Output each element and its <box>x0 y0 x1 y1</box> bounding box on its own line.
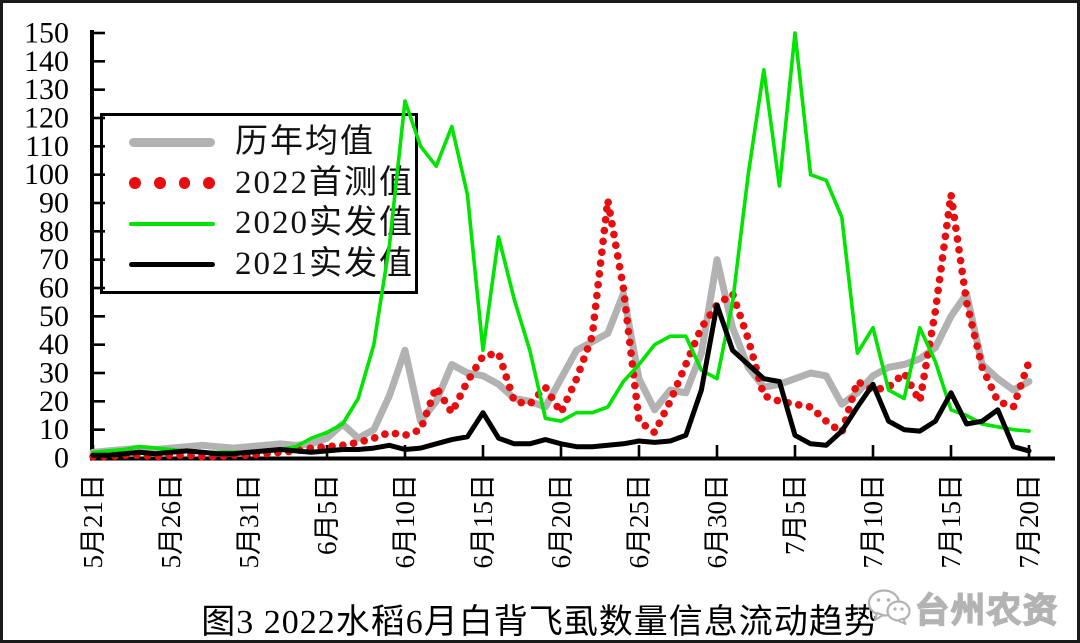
x-tick-label: 6月15日 <box>468 474 498 569</box>
legend-marker-thin-line <box>129 221 215 226</box>
x-tick-label: 5月26日 <box>156 474 186 569</box>
legend-label: 2022首测值 <box>235 164 414 201</box>
y-tick-label: 130 <box>24 73 69 106</box>
y-tick-label: 100 <box>24 158 69 191</box>
y-tick-label: 20 <box>39 385 69 418</box>
series-line-4-solid <box>90 302 1032 458</box>
x-tick-label: 5月31日 <box>234 474 264 569</box>
x-tick-label: 5月21日 <box>78 474 108 569</box>
x-tick-label: 6月30日 <box>702 474 732 569</box>
legend-marker-thick-line <box>129 137 215 147</box>
y-tick-label: 140 <box>24 45 69 78</box>
x-tick-label: 7月5日 <box>780 474 810 555</box>
x-tick-label: 6月25日 <box>624 474 654 569</box>
y-tick-label: 10 <box>39 413 69 446</box>
x-tick-label: 6月10日 <box>390 474 420 569</box>
y-tick-label: 120 <box>24 102 69 135</box>
y-tick-label: 30 <box>39 357 69 390</box>
legend-marker-medium-line <box>129 261 215 268</box>
legend-label: 2021实发值 <box>235 246 414 283</box>
x-tick-label: 7月10日 <box>858 474 888 569</box>
y-tick-label: 110 <box>25 130 69 163</box>
y-tick-label: 40 <box>39 328 69 361</box>
legend-marker-dots <box>129 177 215 190</box>
y-tick-label: 90 <box>39 187 69 220</box>
legend-item-2: 2022首测值 <box>129 163 415 203</box>
wechat-icon <box>867 588 911 625</box>
legend-item-3: 2020实发值 <box>129 204 415 244</box>
legend-label: 2020实发值 <box>235 205 414 242</box>
y-tick-label: 0 <box>54 442 69 475</box>
legend-item-4: 2021实发值 <box>129 245 415 285</box>
x-tick-label: 7月15日 <box>936 474 966 569</box>
y-tick-label: 150 <box>24 17 69 50</box>
x-tick-label: 6月5日 <box>312 474 342 555</box>
chart-legend: 历年均值 2022首测值 2020实发值 2021实发值 <box>100 113 418 294</box>
y-tick-label: 50 <box>39 300 69 333</box>
y-tick-label: 80 <box>39 215 69 248</box>
x-tick-label: 7月20日 <box>1014 474 1044 569</box>
y-tick-label: 60 <box>39 272 69 305</box>
x-tick-label: 6月20日 <box>546 474 576 569</box>
watermark-text: 台州农资 <box>914 592 1059 631</box>
y-tick-label: 70 <box>39 243 69 276</box>
watermark: 台州农资 <box>867 583 1059 632</box>
legend-label: 历年均值 <box>235 123 375 160</box>
chart-title: 图3 2022水稻6月白背飞虱数量信息流动趋势 <box>201 604 879 641</box>
legend-item-1: 历年均值 <box>129 122 415 162</box>
